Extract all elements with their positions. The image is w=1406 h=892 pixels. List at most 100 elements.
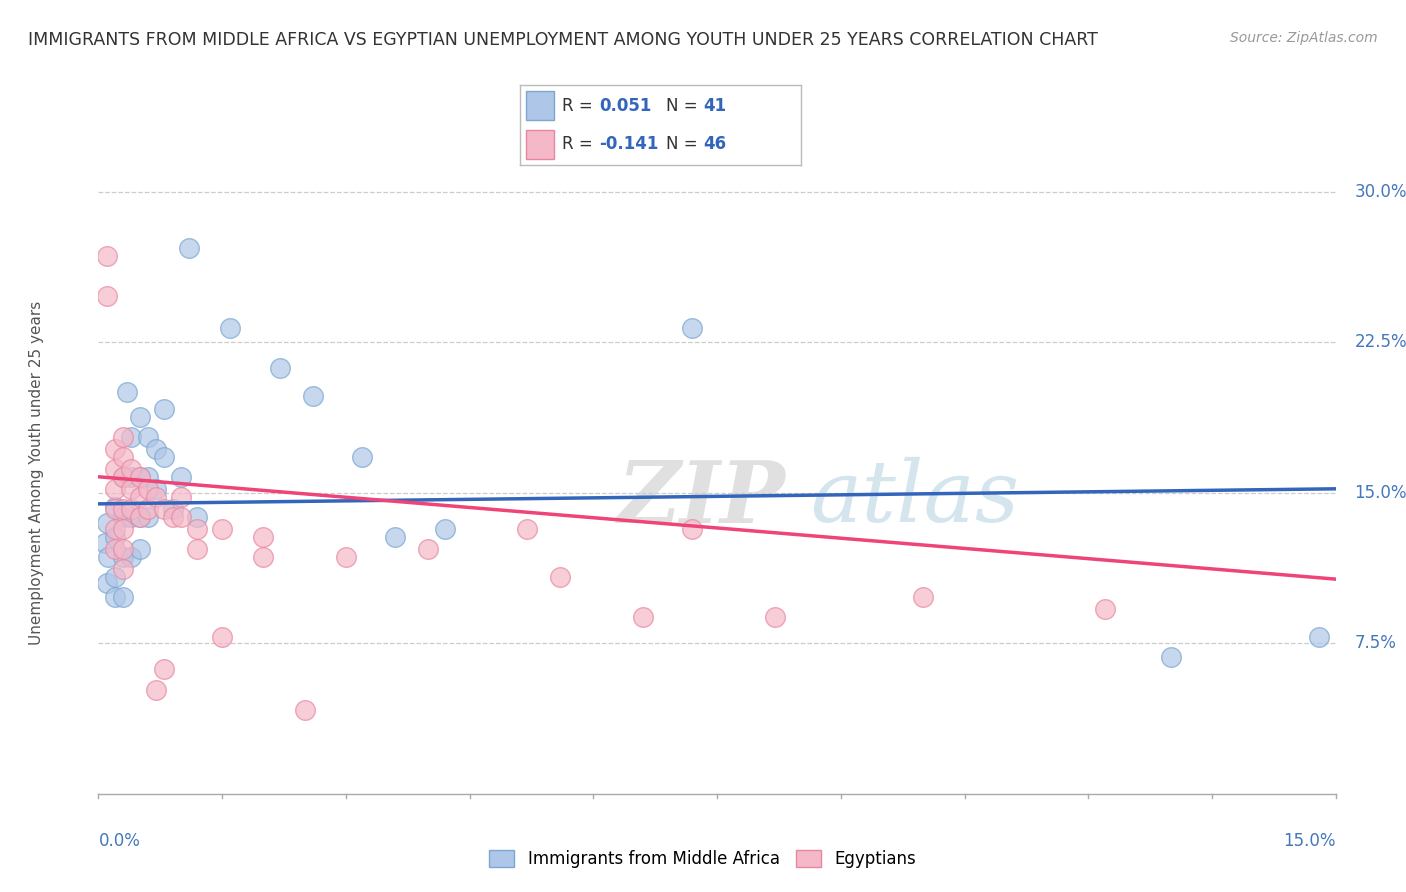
Point xyxy=(145,682,167,697)
Point xyxy=(335,549,357,565)
Point xyxy=(96,576,118,591)
Point xyxy=(170,510,193,524)
Point xyxy=(186,510,208,524)
Point xyxy=(136,430,159,444)
Point xyxy=(120,549,142,565)
Point xyxy=(252,530,274,544)
Point xyxy=(96,249,118,263)
Point xyxy=(112,549,135,565)
Point xyxy=(418,541,440,557)
Point xyxy=(112,591,135,605)
Point xyxy=(128,490,150,504)
Text: R =: R = xyxy=(562,96,593,114)
Point xyxy=(170,469,193,483)
Point xyxy=(153,662,176,676)
Point xyxy=(294,703,316,717)
Point xyxy=(1094,602,1116,616)
Point xyxy=(104,530,127,544)
Point xyxy=(128,469,150,483)
Text: atlas: atlas xyxy=(810,457,1019,540)
Point xyxy=(136,469,159,483)
Point xyxy=(681,522,703,536)
Point xyxy=(145,490,167,504)
Point xyxy=(179,241,201,255)
Text: 0.0%: 0.0% xyxy=(98,832,141,850)
Point xyxy=(94,536,117,550)
Point xyxy=(631,610,654,624)
Point xyxy=(136,510,159,524)
Legend: Immigrants from Middle Africa, Egyptians: Immigrants from Middle Africa, Egyptians xyxy=(482,843,924,875)
Point xyxy=(96,289,118,303)
Point xyxy=(145,442,167,456)
Point xyxy=(104,570,127,584)
Point xyxy=(153,401,176,416)
Point xyxy=(112,450,135,464)
Point xyxy=(186,541,208,557)
Text: Unemployment Among Youth under 25 years: Unemployment Among Youth under 25 years xyxy=(30,301,44,645)
Point xyxy=(120,462,142,476)
Point xyxy=(112,522,135,536)
Text: -0.141: -0.141 xyxy=(599,136,658,153)
Point xyxy=(162,510,184,524)
Text: N =: N = xyxy=(666,136,697,153)
Point xyxy=(136,482,159,496)
Point xyxy=(162,501,184,516)
Text: ZIP: ZIP xyxy=(619,457,786,541)
Point xyxy=(763,610,786,624)
Point xyxy=(128,541,150,557)
Point xyxy=(433,522,456,536)
Point xyxy=(120,469,142,483)
Point xyxy=(153,501,176,516)
Text: 41: 41 xyxy=(703,96,725,114)
Point xyxy=(170,490,193,504)
Point xyxy=(186,522,208,536)
Point xyxy=(128,469,150,483)
Point xyxy=(96,516,118,530)
Text: N =: N = xyxy=(666,96,697,114)
Text: IMMIGRANTS FROM MIDDLE AFRICA VS EGYPTIAN UNEMPLOYMENT AMONG YOUTH UNDER 25 YEAR: IMMIGRANTS FROM MIDDLE AFRICA VS EGYPTIA… xyxy=(28,31,1098,49)
Point xyxy=(550,570,572,584)
Point xyxy=(912,591,935,605)
Point xyxy=(1160,650,1182,665)
Point xyxy=(97,549,120,565)
Point xyxy=(128,409,150,424)
Point xyxy=(120,501,142,516)
Point xyxy=(120,430,142,444)
Point xyxy=(104,541,127,557)
Point xyxy=(117,385,139,400)
Point xyxy=(104,500,127,514)
Point xyxy=(112,501,135,516)
Point xyxy=(104,462,127,476)
Text: 7.5%: 7.5% xyxy=(1354,634,1396,652)
Text: 46: 46 xyxy=(703,136,725,153)
Text: 15.0%: 15.0% xyxy=(1284,832,1336,850)
Text: 30.0%: 30.0% xyxy=(1354,183,1406,201)
Point xyxy=(516,522,538,536)
Point xyxy=(104,442,127,456)
Point xyxy=(128,510,150,524)
Point xyxy=(120,482,142,496)
Point xyxy=(128,510,150,524)
Point xyxy=(104,591,127,605)
Point xyxy=(136,501,159,516)
Point xyxy=(120,510,142,524)
Point xyxy=(211,522,233,536)
Point xyxy=(153,450,176,464)
Point xyxy=(112,469,135,483)
Text: Source: ZipAtlas.com: Source: ZipAtlas.com xyxy=(1230,31,1378,45)
Point xyxy=(145,482,167,496)
Point xyxy=(104,522,127,536)
Point xyxy=(269,361,291,376)
Point xyxy=(104,501,127,516)
Point xyxy=(104,482,127,496)
Text: 15.0%: 15.0% xyxy=(1354,483,1406,502)
Bar xyxy=(526,91,554,120)
Text: 0.051: 0.051 xyxy=(599,96,651,114)
Point xyxy=(252,549,274,565)
Point xyxy=(219,321,242,335)
Bar xyxy=(526,129,554,159)
Point xyxy=(302,389,325,403)
Point xyxy=(384,530,406,544)
Point xyxy=(112,562,135,576)
Point xyxy=(1308,630,1330,644)
